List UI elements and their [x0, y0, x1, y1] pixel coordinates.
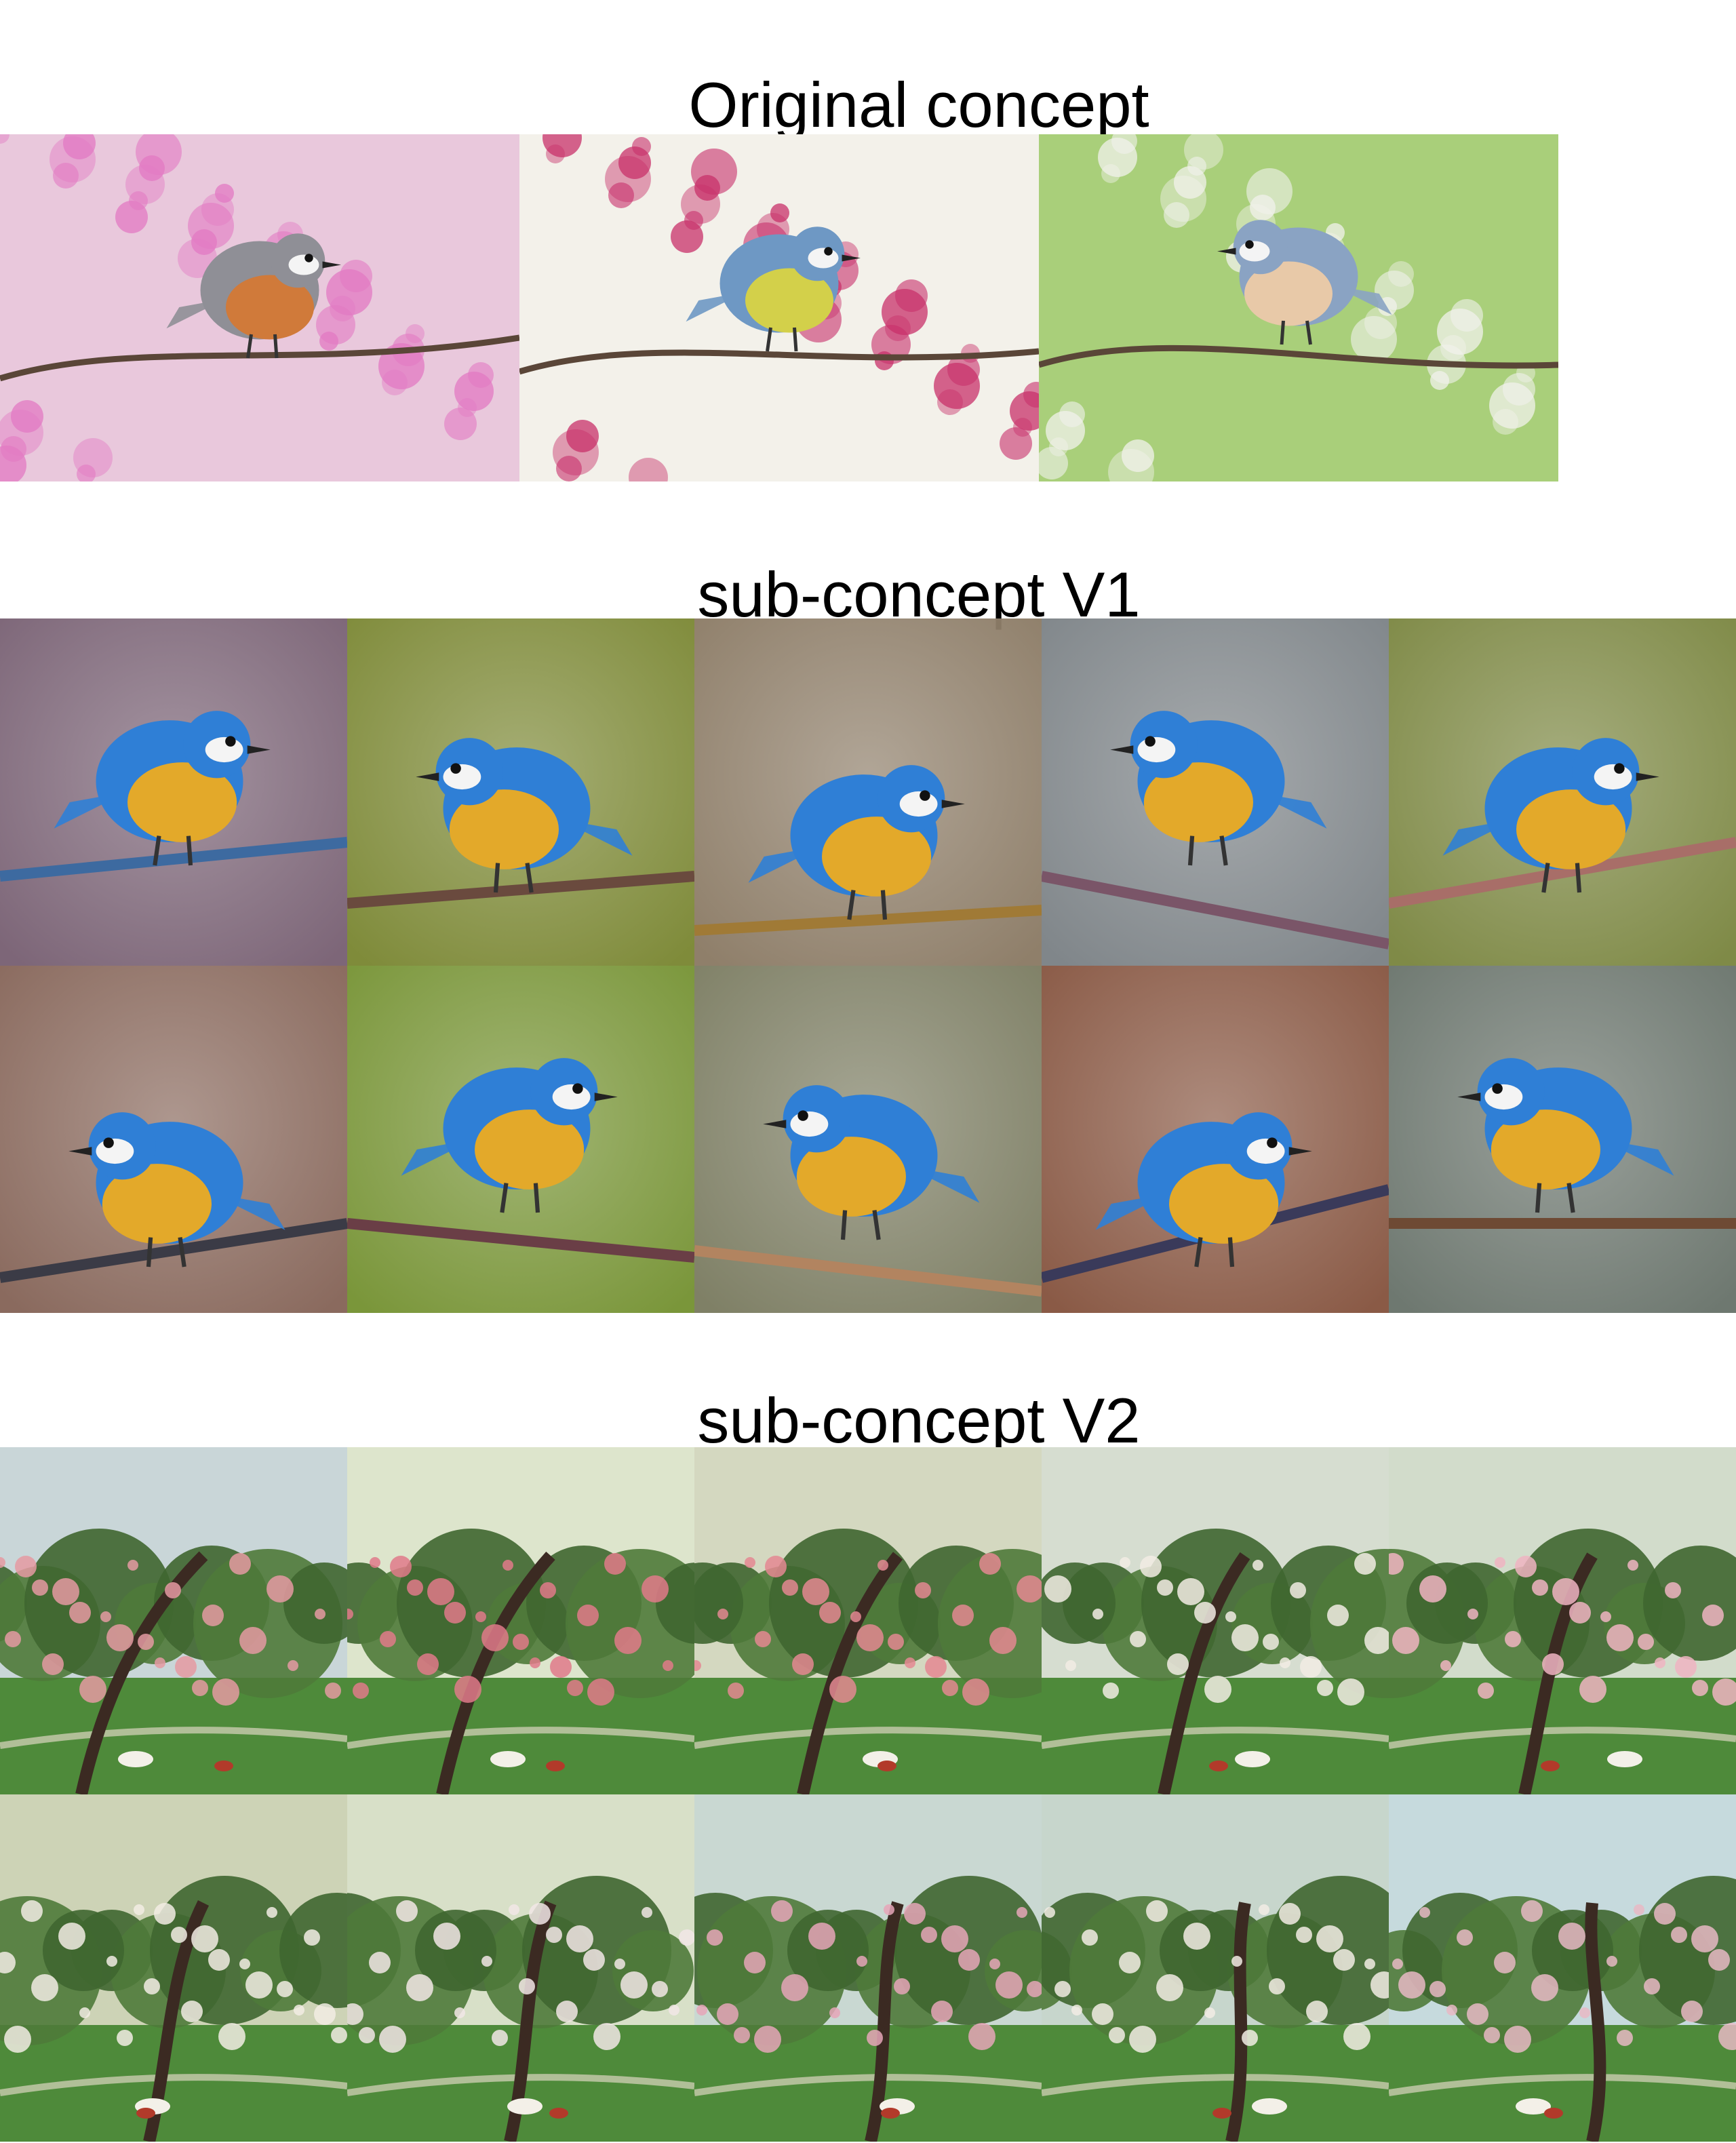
v2-generated-image [347, 1447, 694, 1794]
section-title-v1: sub-concept V1 [697, 559, 1141, 630]
v2-generated-image [694, 1447, 1042, 1794]
v1-generated-image [1389, 966, 1736, 1313]
v1-generated-image [694, 618, 1042, 966]
v2-generated-image [1042, 1447, 1389, 1794]
v1-generated-image [1042, 618, 1389, 966]
original-photo [519, 134, 1039, 481]
v2-generated-image [1389, 1794, 1736, 2142]
v2-generated-image [1042, 1794, 1389, 2142]
v1-image-grid [0, 618, 1736, 1313]
v1-generated-image [347, 966, 694, 1313]
section-title-v2: sub-concept V2 [697, 1385, 1141, 1456]
section-title-original: Original concept [688, 69, 1149, 140]
v2-generated-image [0, 1794, 347, 2142]
v1-generated-image [694, 966, 1042, 1313]
v2-generated-image [1389, 1447, 1736, 1794]
v2-generated-image [0, 1447, 347, 1794]
v1-generated-image [1042, 966, 1389, 1313]
original-photo-grid [0, 134, 1558, 481]
v1-generated-image [1389, 618, 1736, 966]
original-photo [1039, 134, 1558, 481]
v1-generated-image [347, 618, 694, 966]
v1-generated-image [0, 618, 347, 966]
v1-generated-image [0, 966, 347, 1313]
v2-generated-image [694, 1794, 1042, 2142]
original-photo [0, 134, 519, 481]
v2-image-grid [0, 1447, 1736, 2142]
v2-generated-image [347, 1794, 694, 2142]
